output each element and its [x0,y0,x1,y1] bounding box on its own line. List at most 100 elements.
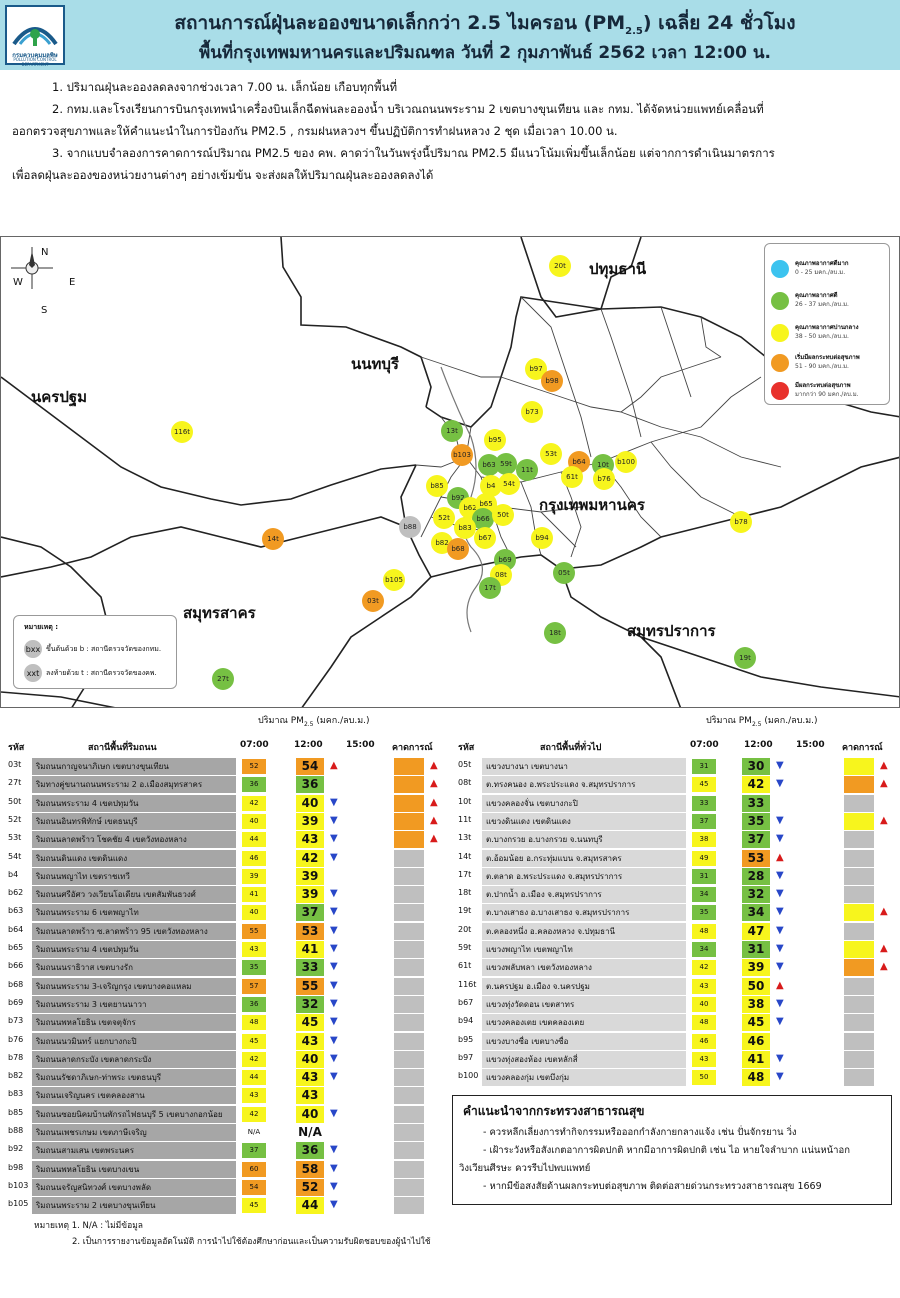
trend-down-icon: ▼ [776,997,784,1009]
table-row: b65 ริมถนนพระราม 4 เขตปทุมวัน 43 41 ▼ [8,941,448,958]
legend-range: มากกว่า 90 มคก./ลบ.ม. [795,391,859,398]
value-1200: 37 [296,904,324,922]
value-1200: 39 [742,959,770,977]
value-1200: 39 [296,867,324,885]
station-marker-11t: 11t [516,459,538,481]
station-marker-61t: 61t [561,466,583,488]
forecast-cell [394,1142,424,1160]
trend-down-icon: ▼ [776,1071,784,1083]
forecast-cell [394,831,424,849]
trend-down-icon: ▼ [330,924,338,936]
table-row: b63 ริมถนนพระราม 6 เขตพญาไท 40 37 ▼ [8,904,448,922]
value-0700: 40 [242,905,266,921]
forecast-cell [394,1160,424,1178]
station-code: b63 [8,906,24,916]
trend-down-icon: ▼ [330,833,338,845]
station-name: ริมถนนลาดพร้าว ซ.ลาดพร้าว 95 เขตวังทองหล… [32,922,236,940]
forecast-cell [394,941,424,958]
forecast-cell [844,977,874,995]
station-name: ริมถนนลาดกระบัง เขตลาดกระบัง [32,1050,236,1068]
forecast-cell [394,1087,424,1105]
trend-down-icon: ▼ [776,1052,784,1064]
station-name: ริมถนนพญาไท เขตราชเทวี [32,867,236,885]
value-0700: 55 [242,923,266,939]
trend-down-icon: ▼ [330,1180,338,1192]
legend-dot [771,292,789,310]
station-name: ริมถนนกาญจนาภิเษก เขตบางขุนเทียน [32,758,236,775]
logo-text: กรมควบคุมมลพิษ [12,52,58,59]
value-1200: 43 [296,1087,324,1105]
value-0700: 40 [692,996,716,1012]
forecast-cell [394,758,424,775]
units-left: ปริมาณ PM2.5 (มคก./ลบ.ม.) [258,716,370,728]
station-marker-b88: b88 [399,516,421,538]
table-row: 18t ต.ปากน้ำ อ.เมือง จ.สมุทรปราการ 34 32 ▼ [458,886,898,904]
station-name: ริมถนนพหลโยธิน เขตจตุจักร [32,1014,236,1032]
station-name: ริมทางคู่ขนานถนนพระราม 2 อ.เมืองสมุทรสาค… [32,776,236,794]
station-marker-03t: 03t [362,590,384,612]
station-marker-18t: 18t [544,622,566,644]
station-name: ริมถนนพระราม 4 เขตปทุมวัน [32,794,236,812]
compass-s: S [41,305,48,316]
trend-down-icon: ▼ [330,1144,338,1156]
station-name: ริมถนนพระราม 4 เขตปทุมวัน [32,941,236,958]
table-row: b83 ริมถนนเจริญนคร เขตคลองสาน 43 43 [8,1087,448,1105]
compass-icon [11,247,53,289]
station-marker-b103: b103 [451,444,473,466]
value-1200: 54 [296,758,324,775]
station-code: 61t [458,961,472,971]
station-marker-b78: b78 [730,511,752,533]
station-marker-50t: 50t [492,504,514,526]
table-row: 59t แขวงพญาไท เขตพญาไท 34 31 ▼ ▲ [458,941,898,958]
station-code: b73 [8,1016,24,1026]
station-code: 19t [458,906,472,916]
value-0700: 35 [692,905,716,921]
station-name: ริมถนนจรัญสนิทวงศ์ เขตบางพลัด [32,1178,236,1196]
station-name: แขวงพลับพลา เขตวังทองหลาง [482,959,686,977]
trend-down-icon: ▼ [776,961,784,973]
table-row: 116t ต.นครปฐม อ.เมือง จ.นครปฐม 43 50 ▲ [458,977,898,995]
station-code: b100 [458,1071,479,1081]
value-0700: 57 [242,978,266,994]
station-marker-b95: b95 [484,429,506,451]
station-marker-b94: b94 [531,527,553,549]
th-forecast-right: คาดการณ์ [842,743,883,753]
station-name: ริมถนนเพชรเกษม เขตภาษีเจริญ [32,1124,236,1141]
station-name: ริมถนนพระราม 3-เจริญกรุง เขตบางคอแหลม [32,977,236,995]
value-0700: 48 [242,1015,266,1031]
forecast-cell [844,1050,874,1068]
station-name: ริมถนนพหลโยธิน เขตบางเขน [32,1160,236,1178]
forecast-cell [844,831,874,849]
station-code: 10t [458,796,472,806]
forecast-up-icon: ▲ [880,906,888,918]
trend-up-icon: ▲ [776,851,784,863]
forecast-cell [844,1014,874,1032]
value-1200: 58 [296,1160,324,1178]
table-row: b97 แขวงทุ่งสองห้อง เขตหลักสี่ 43 41 ▼ [458,1050,898,1068]
value-0700: 46 [242,850,266,866]
station-marker-b76: b76 [593,468,615,490]
th-name-right: สถานีพื้นที่ทั่วไป [540,743,602,753]
value-0700: 36 [242,996,266,1012]
footnote-1: หมายเหตุ 1. N/A : ไม่มีข้อมูล [34,1221,144,1231]
legend-item-unhealthy-sensitive: เริ่มมีผลกระทบต่อสุขภาพ 51 - 90 มคก./ลบ.… [771,352,887,376]
station-name: ริมถนนอินทรพิทักษ์ เขตธนบุรี [32,812,236,830]
th-0700-left: 07:00 [240,740,269,750]
station-name: ริมถนนลาดพร้าว โชคชัย 4 เขตวังทองหลาง [32,831,236,849]
station-code: b88 [8,1126,24,1135]
th-code-left: รหัส [8,743,25,753]
station-marker-20t: 20t [549,255,571,277]
station-name: ริมถนนนราธิวาส เขตบางรัก [32,959,236,977]
th-0700-right: 07:00 [690,740,719,750]
table-row: b73 ริมถนนพหลโยธิน เขตจตุจักร 48 45 ▼ [8,1014,448,1032]
value-1200: 48 [742,1069,770,1087]
station-marker-b98: b98 [541,370,563,392]
trend-down-icon: ▼ [330,851,338,863]
table-row: b62 ริมถนนศรีอัศว วงเวียนโอเดียน เขตสัมพั… [8,886,448,904]
station-marker-13t: 13t [441,420,463,442]
table-row: 20t ต.คลองหนึ่ง อ.คลองหลวง จ.ปทุมธานี 48 47… [458,922,898,940]
trend-down-icon: ▼ [776,833,784,845]
value-0700: 39 [242,868,266,884]
table-row: 05t แขวงบางนา เขตบางนา 31 30 ▼ ▲ [458,758,898,775]
forecast-cell [394,922,424,940]
